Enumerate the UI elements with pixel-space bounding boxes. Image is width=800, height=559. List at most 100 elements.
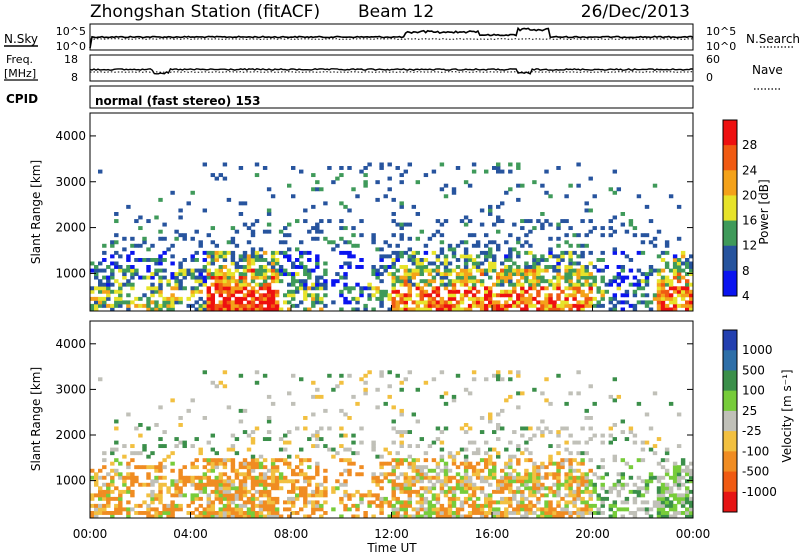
power-cell [580, 293, 585, 298]
velocity-cell [94, 507, 99, 512]
velocity-cell [568, 468, 573, 473]
velocity-cell [262, 514, 268, 519]
power-cell [270, 268, 276, 273]
velocity-cell [274, 496, 280, 501]
power-cell [367, 286, 372, 291]
power-cell [106, 303, 111, 308]
velocity-cell [190, 511, 195, 515]
power-cell [504, 254, 509, 259]
velocity-cell [214, 511, 220, 515]
velocity-cell [455, 486, 461, 491]
velocity-cell [664, 458, 670, 463]
velocity-cell [190, 496, 195, 501]
velocity-cell [407, 475, 413, 480]
power-cell [447, 289, 453, 294]
power-cell [524, 296, 529, 301]
velocity-cell [431, 486, 437, 491]
power-cell [540, 307, 545, 312]
power-cell [126, 282, 131, 287]
power-cell [660, 282, 666, 287]
power-cell [612, 303, 618, 308]
power-cell [206, 268, 212, 273]
power-cell [315, 300, 320, 305]
power-cell [242, 286, 248, 291]
power-cell [676, 261, 682, 266]
power-cell [447, 300, 453, 305]
velocity-cell [620, 458, 626, 463]
power-cell [544, 307, 549, 312]
power-cell [315, 293, 320, 298]
velocity-cell [568, 479, 573, 484]
velocity-cell [685, 468, 690, 473]
power-cell [608, 296, 614, 301]
velocity-cell [274, 482, 280, 487]
velocity-cell [238, 503, 244, 508]
power-cell [516, 254, 521, 259]
velocity-cell [118, 472, 123, 477]
velocity-cell [126, 514, 131, 519]
power-cell [407, 247, 413, 252]
power-cell [118, 300, 123, 305]
power-cell [98, 300, 103, 305]
power-cell [162, 222, 167, 227]
velocity-cell [496, 370, 501, 375]
velocity-cell [355, 401, 360, 406]
power-cell [234, 243, 240, 248]
velocity-cell [311, 489, 316, 494]
velocity-cell [399, 444, 404, 449]
velocity-cell [584, 475, 589, 480]
power-cell [170, 286, 175, 291]
velocity-cell [339, 426, 344, 431]
power-cell [431, 268, 437, 273]
velocity-cell [492, 475, 497, 480]
velocity-cell [411, 479, 417, 484]
velocity-cell [447, 451, 453, 456]
power-cell [246, 289, 252, 294]
velocity-cell [576, 468, 581, 473]
power-cell [488, 275, 493, 280]
velocity-cell [210, 503, 216, 508]
power-cell [291, 272, 296, 277]
power-cell [584, 296, 589, 301]
power-cell [194, 279, 199, 284]
power-cell [403, 222, 409, 227]
velocity-cell [266, 514, 272, 519]
power-cell [403, 275, 409, 280]
power-cell [335, 279, 340, 284]
power-cell [222, 258, 228, 262]
power-cell [218, 303, 224, 308]
velocity-cell [520, 426, 525, 431]
velocity-cell [266, 511, 272, 515]
velocity-cell [278, 458, 284, 463]
velocity-cell [375, 479, 380, 484]
power-cell [451, 282, 457, 287]
velocity-cell [415, 472, 421, 477]
power-cell [339, 289, 344, 294]
velocity-cell [238, 493, 244, 498]
power-cell [572, 286, 577, 291]
power-cell [524, 300, 529, 305]
power-cell [568, 243, 573, 248]
velocity-cell [190, 493, 195, 498]
power-cell [455, 275, 461, 280]
velocity-cell [632, 500, 638, 505]
power-cell [620, 250, 626, 255]
velocity-cell [576, 479, 581, 484]
power-cell [339, 166, 344, 170]
velocity-cell [230, 458, 236, 463]
power-cell [295, 219, 300, 224]
velocity-cell [178, 423, 183, 427]
velocity-cell [339, 514, 344, 519]
power-cell [367, 296, 372, 301]
power-cell [488, 286, 493, 291]
velocity-cell [556, 486, 561, 491]
velocity-cell [98, 486, 103, 491]
power-cell [315, 254, 320, 259]
velocity-cell [435, 479, 441, 484]
power-cell [516, 183, 521, 188]
power-cell [238, 303, 244, 308]
velocity-cell [230, 507, 236, 512]
velocity-cell [98, 475, 103, 480]
velocity-cell [250, 500, 256, 505]
power-cell [270, 272, 276, 277]
